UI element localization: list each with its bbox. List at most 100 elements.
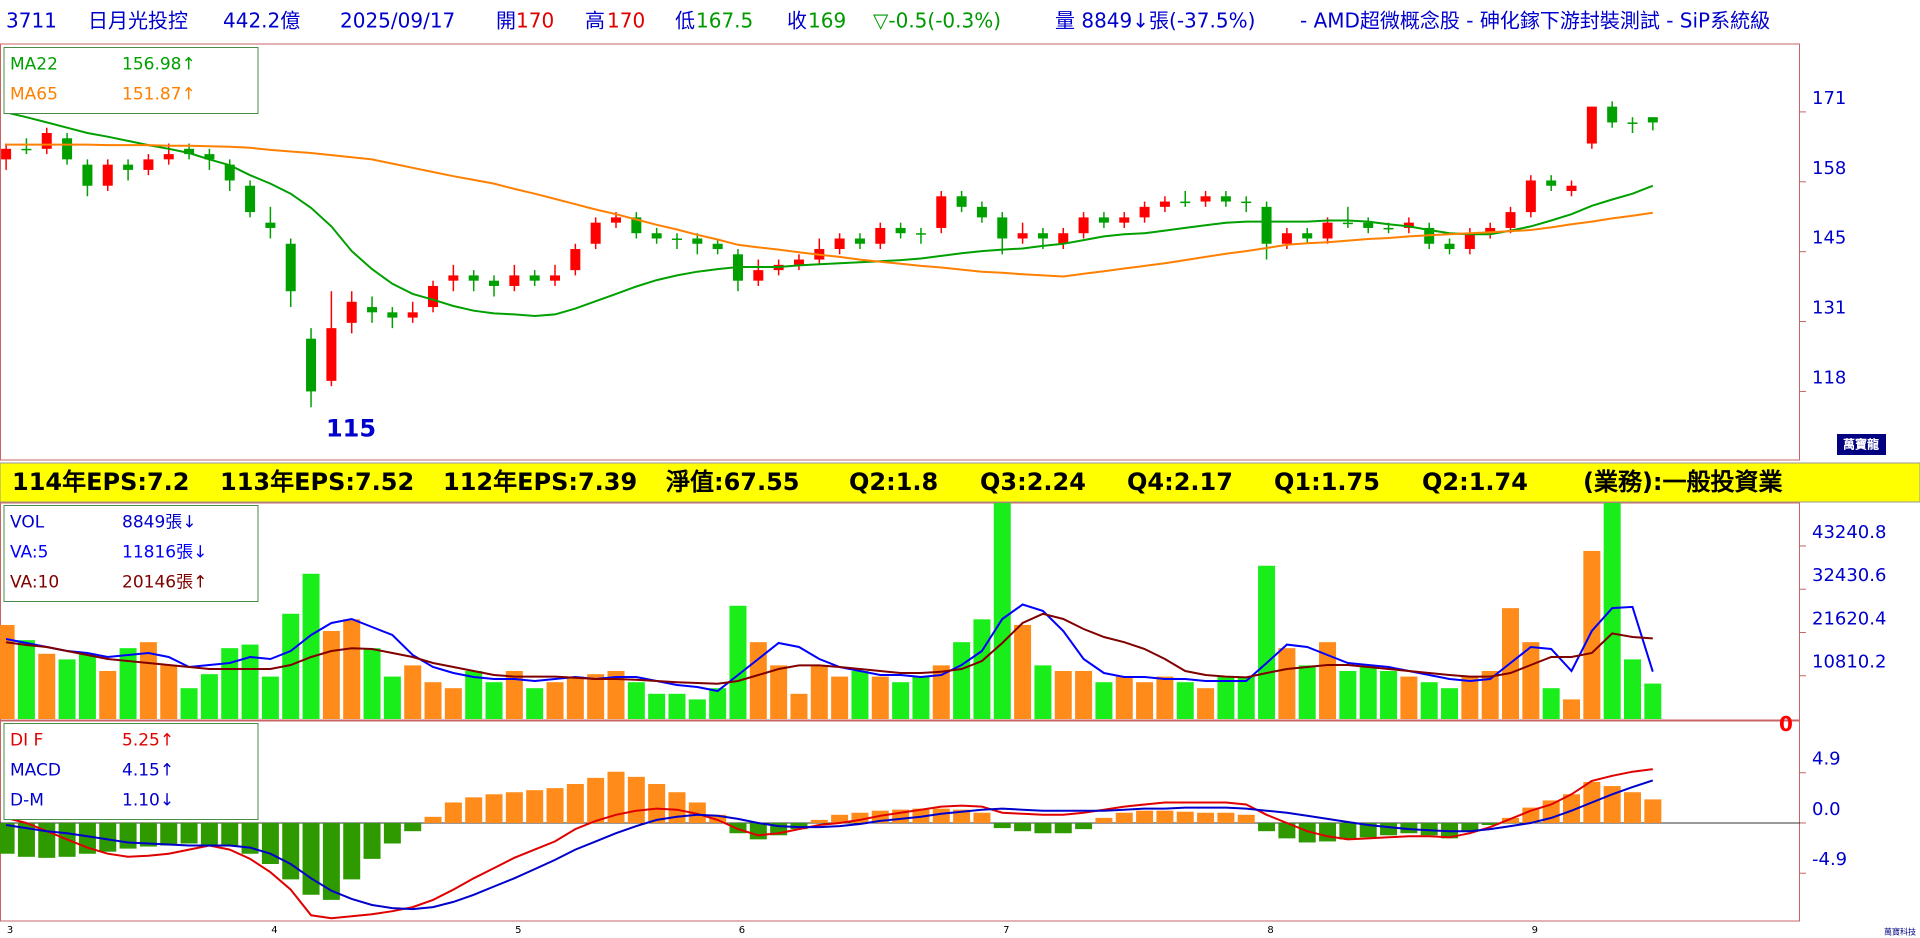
bar [1075,822,1093,830]
bar [1014,624,1032,719]
bar [892,682,910,719]
bar [241,822,259,854]
candle-body [245,185,256,213]
candle-body [509,275,520,286]
bar [810,819,828,823]
candle-body [1485,227,1496,234]
candle-body [1363,222,1374,228]
candle-body [570,249,581,271]
y-tick-label: 131 [1812,298,1846,319]
legend-name: VOL [10,513,45,533]
candle-body [428,285,439,308]
bar [1278,822,1296,839]
candle-body [1566,185,1577,192]
candle-body [184,148,195,155]
y-tick-label: 43240.8 [1812,522,1886,543]
bar [871,676,889,719]
info-item: Q3:2.24 [980,468,1086,496]
bar [709,688,727,719]
candle-body [448,275,459,281]
candle-body [1444,243,1455,250]
candle-body [1220,196,1231,202]
bar [1095,682,1113,719]
tags: - AMD超微概念股 - 砷化鎵下游封裝測試 - SiP系統級 [1300,9,1770,33]
bar [993,822,1011,829]
bar [1400,676,1418,719]
candle-body [1017,233,1028,239]
bar [1298,665,1316,719]
bar [1237,814,1255,823]
bar [1359,822,1377,838]
bar [241,644,259,719]
bar [1298,822,1316,843]
bar [200,674,218,719]
bar [180,688,198,719]
bar [993,503,1011,719]
y-tick-label: 145 [1812,228,1846,249]
bar [627,776,645,823]
legend-name: MA65 [10,85,58,105]
y-tick-label: 10810.2 [1812,652,1886,673]
close-value: 169 [808,9,846,33]
bar [1054,822,1072,834]
low-label: 低 [675,9,695,33]
bar [1156,676,1174,719]
logo-box [1837,434,1886,455]
info-item: 淨值:67.55 [666,468,800,496]
bar [99,670,117,719]
candle-body [1505,212,1516,228]
candle-body [82,164,93,186]
bar [1339,822,1357,840]
candle-body [224,164,235,181]
candle-body [1037,233,1048,239]
bar [1624,792,1641,823]
bar [1054,670,1072,719]
high-label: 高 [585,9,605,33]
legend-box [3,723,259,820]
legend-value: 156.98↑ [122,55,196,75]
bar [688,699,706,719]
legend-value: 5.25↑ [122,731,174,751]
bar [1136,810,1154,823]
bar [38,653,56,719]
bar [831,814,849,823]
candle-body [1464,233,1475,250]
candle-body [1302,233,1313,239]
candle-body [1261,206,1272,244]
candle-body [529,275,540,281]
bar [302,822,320,895]
bar [1461,822,1479,832]
candle-body [976,206,987,218]
x-tick-label: 9 [1532,925,1538,936]
legend-box [3,47,259,114]
bar [953,642,971,719]
market-cap: 442.2億 [223,9,300,33]
bar [1583,550,1601,719]
bar [99,822,117,852]
candle-body [123,164,134,170]
high-value: 170 [607,9,645,33]
bar [1034,665,1052,719]
legend-value: 20146張↑ [122,573,207,593]
bar [526,688,544,719]
bar [749,822,767,840]
candle-body [1180,201,1191,204]
low-label: 115 [326,414,376,442]
y-tick-label: 118 [1812,367,1846,388]
candle-body [1241,201,1252,204]
candle-body [692,238,703,244]
bar [587,674,605,719]
bar [526,790,544,823]
bar [1481,822,1499,826]
bar [363,648,381,719]
bar [1563,699,1581,719]
bar [668,693,686,719]
bar [1380,822,1398,836]
bar [1258,822,1276,832]
bar [363,822,381,859]
y-tick-label: 171 [1812,88,1846,109]
bar [160,822,178,846]
candle-body [21,148,32,151]
bar [607,771,625,823]
bar [424,816,442,823]
